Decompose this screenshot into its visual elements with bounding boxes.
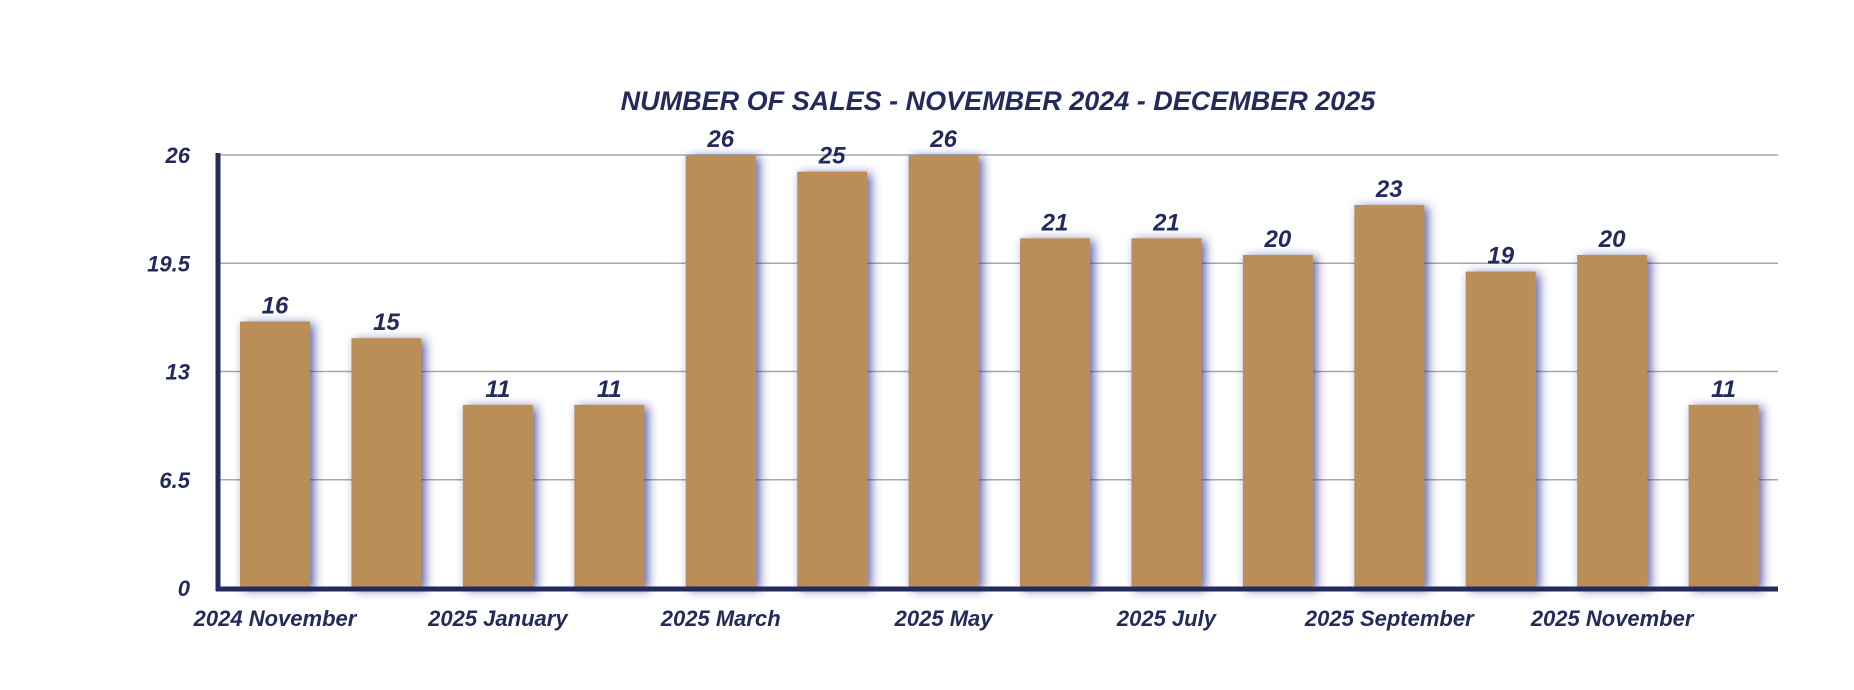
data-label: 21 bbox=[1041, 209, 1069, 236]
y-axis-ticks: 0 6.5 13 19.5 26 bbox=[147, 143, 191, 601]
data-label: 19 bbox=[1487, 243, 1514, 270]
x-tick-label: 2025 May bbox=[894, 606, 995, 631]
x-tick-label: 2025 March bbox=[660, 606, 781, 631]
bar bbox=[1354, 204, 1425, 588]
x-tick-label: 2025 January bbox=[427, 606, 569, 631]
bar bbox=[1688, 404, 1759, 588]
y-tick-label: 6.5 bbox=[159, 468, 190, 493]
data-label: 11 bbox=[485, 376, 510, 403]
data-label: 26 bbox=[929, 126, 957, 153]
y-tick-label: 26 bbox=[165, 143, 191, 168]
bar bbox=[351, 338, 422, 588]
data-label: 11 bbox=[597, 376, 622, 403]
bar bbox=[1020, 238, 1090, 588]
bar bbox=[1242, 254, 1313, 588]
bar bbox=[240, 321, 310, 588]
data-label: 20 bbox=[1598, 226, 1626, 253]
bar bbox=[1577, 254, 1648, 588]
y-tick-label: 13 bbox=[166, 360, 190, 385]
x-tick-label: 2025 September bbox=[1304, 606, 1475, 631]
bar bbox=[908, 155, 979, 588]
chart-title: NUMBER OF SALES - NOVEMBER 2024 - DECEMB… bbox=[621, 86, 1377, 116]
bar bbox=[462, 404, 533, 588]
x-tick-label: 2024 November bbox=[193, 606, 358, 631]
x-tick-label: 2025 November bbox=[1530, 606, 1695, 631]
bar bbox=[1131, 238, 1202, 588]
data-label: 23 bbox=[1375, 176, 1403, 203]
y-tick-label: 0 bbox=[178, 576, 191, 601]
data-label: 15 bbox=[373, 309, 400, 336]
bar bbox=[574, 404, 645, 588]
x-axis-ticks: 2024 November 2025 January 2025 March 2025 … bbox=[193, 606, 1695, 631]
data-label: 26 bbox=[706, 126, 734, 153]
bar bbox=[797, 171, 868, 588]
data-label: 21 bbox=[1152, 209, 1180, 236]
y-tick-label: 19.5 bbox=[147, 251, 191, 276]
axes bbox=[215, 153, 1778, 592]
data-labels: 16 15 11 11 26 25 26 21 21 20 23 19 20 11 bbox=[262, 126, 1736, 403]
data-label: 16 bbox=[262, 293, 289, 320]
data-label: 25 bbox=[818, 143, 846, 170]
gridlines bbox=[218, 154, 1778, 481]
data-label: 11 bbox=[1711, 376, 1736, 403]
bar bbox=[1465, 271, 1536, 588]
bar bbox=[685, 155, 756, 588]
data-label: 20 bbox=[1264, 226, 1292, 253]
x-tick-label: 2025 July bbox=[1116, 606, 1218, 631]
bars bbox=[240, 155, 1759, 588]
